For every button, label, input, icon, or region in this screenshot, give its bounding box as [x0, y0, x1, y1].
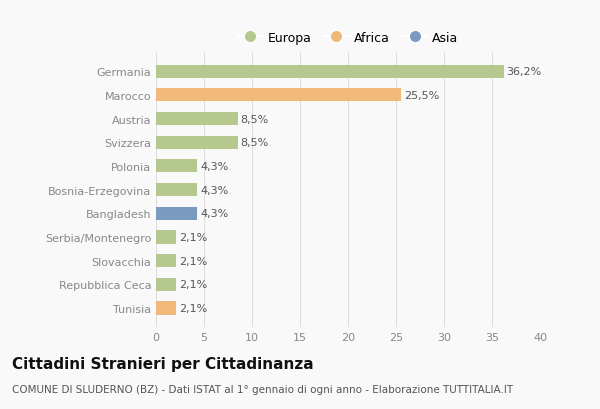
Bar [156, 231, 176, 244]
Bar [156, 184, 197, 197]
Bar [156, 65, 503, 79]
Text: 4,3%: 4,3% [200, 162, 229, 171]
Bar [156, 302, 176, 315]
Text: 36,2%: 36,2% [506, 67, 542, 77]
Text: 2,1%: 2,1% [179, 256, 207, 266]
Text: Cittadini Stranieri per Cittadinanza: Cittadini Stranieri per Cittadinanza [12, 356, 314, 371]
Bar [156, 254, 176, 267]
Text: 4,3%: 4,3% [200, 209, 229, 219]
Bar [156, 113, 238, 126]
Bar [156, 160, 197, 173]
Bar [156, 207, 197, 220]
Bar [156, 137, 238, 149]
Text: 2,1%: 2,1% [179, 303, 207, 313]
Bar [156, 278, 176, 291]
Text: 4,3%: 4,3% [200, 185, 229, 195]
Text: 2,1%: 2,1% [179, 280, 207, 290]
Text: 2,1%: 2,1% [179, 232, 207, 243]
Text: 25,5%: 25,5% [404, 91, 439, 101]
Bar [156, 89, 401, 102]
Text: COMUNE DI SLUDERNO (BZ) - Dati ISTAT al 1° gennaio di ogni anno - Elaborazione T: COMUNE DI SLUDERNO (BZ) - Dati ISTAT al … [12, 384, 513, 394]
Legend: Europa, Africa, Asia: Europa, Africa, Asia [233, 27, 464, 49]
Text: 8,5%: 8,5% [241, 138, 269, 148]
Text: 8,5%: 8,5% [241, 115, 269, 124]
